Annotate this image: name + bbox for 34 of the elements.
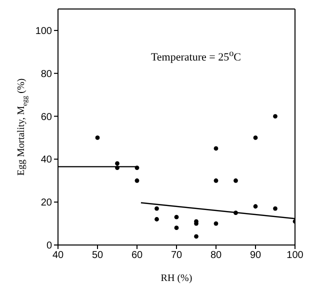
x-tick-label: 80: [210, 250, 222, 262]
point: [253, 136, 258, 140]
x-tick-label: 70: [170, 250, 182, 262]
point: [154, 217, 159, 222]
x-tick-label: 60: [131, 250, 143, 262]
x-tick-label: 40: [52, 250, 64, 262]
point: [214, 146, 218, 151]
point: [134, 166, 140, 170]
y-tick-label: 0: [46, 240, 52, 252]
point: [273, 206, 278, 211]
x-tick-label: 100: [286, 250, 304, 262]
y-tick-label: 80: [40, 68, 52, 80]
y-tick-label: 40: [40, 154, 52, 166]
point: [194, 234, 198, 239]
point: [134, 178, 140, 183]
x-axis-title: RH (%): [160, 273, 192, 284]
y-tick-label: 100: [35, 26, 52, 38]
point: [154, 206, 159, 211]
annotation: Temperature = 25$^{o}$C: [150, 48, 242, 64]
point: [95, 136, 100, 140]
point: [115, 166, 120, 170]
point: [115, 161, 120, 166]
y-tick-label: 60: [40, 112, 52, 123]
y-tick-label: 20: [40, 198, 52, 209]
point: [234, 178, 238, 183]
x-tick-label: 50: [92, 250, 104, 262]
point: [174, 214, 179, 220]
point: [214, 221, 218, 226]
x-tick-label: 90: [250, 250, 262, 262]
point: [273, 114, 278, 118]
point: [234, 210, 238, 216]
point: [174, 226, 179, 230]
point: [214, 178, 218, 183]
point: [253, 204, 258, 209]
